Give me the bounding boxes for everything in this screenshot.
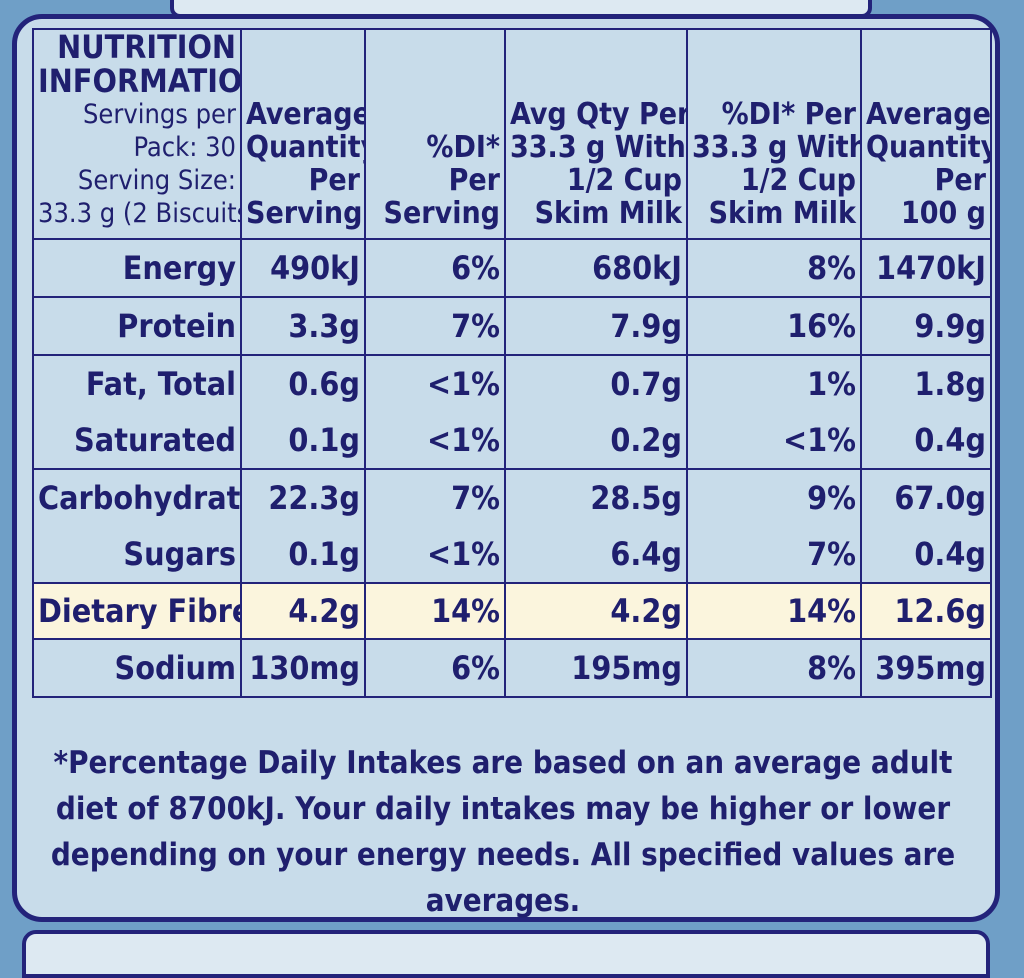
cell-value: 395mg	[860, 638, 992, 698]
col-header-line: Serving	[383, 196, 500, 231]
cell-value: 6.4g	[504, 526, 688, 584]
header-row: NUTRITION INFORMATION Servings per Pack:…	[32, 28, 992, 240]
cell-value: <1%	[364, 354, 506, 412]
cell-value: 4.2g	[240, 582, 366, 640]
row-label: Energy	[32, 238, 242, 298]
cell-value: 0.2g	[504, 412, 688, 470]
col-header-line: 1/2 Cup	[740, 163, 856, 198]
cell-value: 12.6g	[860, 582, 992, 640]
col-header-line: Average	[246, 97, 365, 132]
row-energy: Energy 490kJ 6% 680kJ 8% 1470kJ	[32, 238, 992, 298]
row-label: Sodium	[32, 638, 242, 698]
cell-value: 8%	[686, 238, 862, 298]
cell-value: 1.8g	[860, 354, 992, 412]
row-label: Sugars	[32, 526, 242, 584]
cell-value: 22.3g	[240, 468, 366, 526]
cell-value: 4.2g	[504, 582, 688, 640]
col-header-line: %DI* Per	[721, 97, 856, 132]
cell-value: 7.9g	[504, 296, 688, 356]
cell-value: 6%	[364, 638, 506, 698]
info-title-line1: NUTRITION	[57, 29, 236, 66]
cell-value: 0.6g	[240, 354, 366, 412]
col-header-line: 1/2 Cup	[566, 163, 682, 198]
row-sugars: Sugars 0.1g <1% 6.4g 7% 0.4g	[32, 526, 992, 584]
col-header-line: 100 g	[900, 196, 986, 231]
serving-size-line1: Serving Size:	[77, 165, 236, 196]
column-header-avg-per-serving: Average Quantity Per Serving	[240, 28, 366, 240]
col-header-line: Average	[866, 97, 991, 132]
row-label: Fat, Total	[32, 354, 242, 412]
col-header-line: Skim Milk	[708, 196, 856, 231]
cell-value: 195mg	[504, 638, 688, 698]
cell-value: 0.1g	[240, 526, 366, 584]
cell-value: 1470kJ	[860, 238, 992, 298]
cell-value: 9.9g	[860, 296, 992, 356]
cell-value: 14%	[364, 582, 506, 640]
cell-value: 0.7g	[504, 354, 688, 412]
row-label: Dietary Fibre	[32, 582, 242, 640]
servings-line1: Servings per	[82, 99, 236, 130]
col-header-line: 33.3 g With	[692, 130, 861, 165]
cell-value: 7%	[686, 526, 862, 584]
col-header-line: %DI*	[426, 130, 500, 165]
cell-value: 67.0g	[860, 468, 992, 526]
nutrition-information-heading: NUTRITION INFORMATION Servings per Pack:…	[32, 28, 242, 240]
cell-value: 7%	[364, 468, 506, 526]
daily-intake-footnote: *Percentage Daily Intakes are based on a…	[50, 745, 956, 919]
servings-line2: Pack: 30	[133, 132, 236, 163]
column-header-di-per-serving: %DI* Per Serving	[364, 28, 506, 240]
col-header-line: Quantity	[246, 130, 363, 165]
cell-value: 0.4g	[860, 412, 992, 470]
row-fat-total: Fat, Total 0.6g <1% 0.7g 1% 1.8g	[32, 354, 992, 412]
col-header-line: Skim Milk	[534, 196, 682, 231]
cell-value: 0.1g	[240, 412, 366, 470]
col-header-line: Per	[308, 163, 360, 198]
cell-value: <1%	[686, 412, 862, 470]
cell-value: <1%	[364, 412, 506, 470]
row-label: Protein	[32, 296, 242, 356]
cell-value: 130mg	[240, 638, 366, 698]
col-header-line: Avg Qty Per	[510, 97, 687, 132]
row-saturated: Saturated 0.1g <1% 0.2g <1% 0.4g	[32, 412, 992, 470]
row-label: Saturated	[32, 412, 242, 470]
col-header-line: 33.3 g With	[510, 130, 686, 165]
column-header-di-with-milk: %DI* Per 33.3 g With 1/2 Cup Skim Milk	[686, 28, 862, 240]
row-protein: Protein 3.3g 7% 7.9g 16% 9.9g	[32, 296, 992, 356]
cell-value: 8%	[686, 638, 862, 698]
cell-value: 9%	[686, 468, 862, 526]
info-title-line2: INFORMATION	[38, 62, 241, 100]
col-header-line: Per	[934, 163, 986, 198]
column-header-avg-with-milk: Avg Qty Per 33.3 g With 1/2 Cup Skim Mil…	[504, 28, 688, 240]
cell-value: 28.5g	[504, 468, 688, 526]
col-header-line: Quantity	[866, 130, 991, 165]
nutrition-table: NUTRITION INFORMATION Servings per Pack:…	[32, 28, 992, 698]
row-dietary-fibre: Dietary Fibre 4.2g 14% 4.2g 14% 12.6g	[32, 582, 992, 640]
cell-value: 0.4g	[860, 526, 992, 584]
cell-value: 16%	[686, 296, 862, 356]
cell-value: 490kJ	[240, 238, 366, 298]
cell-value: 7%	[364, 296, 506, 356]
cell-value: 6%	[364, 238, 506, 298]
cell-value: <1%	[364, 526, 506, 584]
col-header-line: Serving	[246, 196, 363, 231]
col-header-line: Per	[448, 163, 500, 198]
column-header-avg-per-100g: Average Quantity Per 100 g	[860, 28, 992, 240]
cell-value: 1%	[686, 354, 862, 412]
row-carbohydrate: Carbohydrate 22.3g 7% 28.5g 9% 67.0g	[32, 468, 992, 526]
cell-value: 680kJ	[504, 238, 688, 298]
cell-value: 14%	[686, 582, 862, 640]
row-sodium: Sodium 130mg 6% 195mg 8% 395mg	[32, 638, 992, 698]
serving-size-line2: 33.3 g (2 Biscuits)	[38, 198, 241, 229]
lower-panel-edge	[22, 930, 990, 978]
cell-value: 3.3g	[240, 296, 366, 356]
row-label: Carbohydrate	[32, 468, 242, 526]
